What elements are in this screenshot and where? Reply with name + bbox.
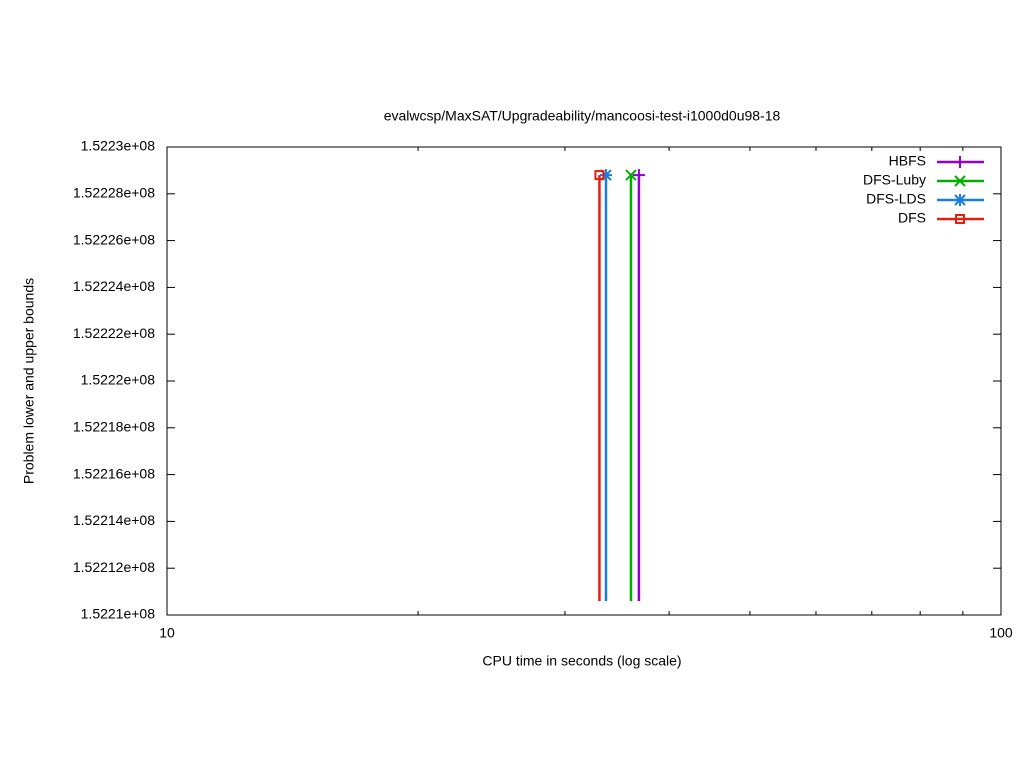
y-axis-label: Problem lower and upper bounds <box>21 278 37 484</box>
y-tick-label: 1.52218e+08 <box>73 419 155 435</box>
marker-stroke <box>954 175 966 187</box>
y-tick-label: 1.52228e+08 <box>73 185 155 201</box>
marker-square <box>594 170 605 181</box>
legend-label: DFS <box>898 210 926 226</box>
x-tick-label: 10 <box>159 625 175 641</box>
y-tick-label: 1.52226e+08 <box>73 231 155 247</box>
plot-frame <box>166 146 1002 616</box>
legend-label: HBFS <box>889 153 926 169</box>
y-tick-label: 1.52224e+08 <box>73 278 155 294</box>
marker <box>954 156 966 168</box>
y-tick-label: 1.52216e+08 <box>73 465 155 481</box>
marker <box>594 170 605 181</box>
marker <box>632 169 645 182</box>
legend-label: DFS-LDS <box>866 191 926 207</box>
marker <box>954 175 966 187</box>
y-tick-label: 1.52222e+08 <box>73 325 155 341</box>
y-tick-label: 1.52214e+08 <box>73 512 155 528</box>
marker <box>625 169 637 181</box>
marker-stroke <box>625 169 637 181</box>
chart-title: evalwcsp/MaxSAT/Upgradeability/mancoosi-… <box>384 108 781 124</box>
x-tick-label: 100 <box>989 625 1013 641</box>
y-tick-label: 1.5221e+08 <box>81 606 156 622</box>
y-tick-label: 1.52212e+08 <box>73 559 155 575</box>
marker-stroke <box>954 194 966 206</box>
marker <box>955 214 965 224</box>
legend-label: DFS-Luby <box>863 172 926 188</box>
y-tick-label: 1.5223e+08 <box>81 138 156 154</box>
y-tick-label: 1.5222e+08 <box>81 372 156 388</box>
marker-square <box>955 214 965 224</box>
marker <box>954 194 966 206</box>
x-axis-label: CPU time in seconds (log scale) <box>482 653 681 669</box>
